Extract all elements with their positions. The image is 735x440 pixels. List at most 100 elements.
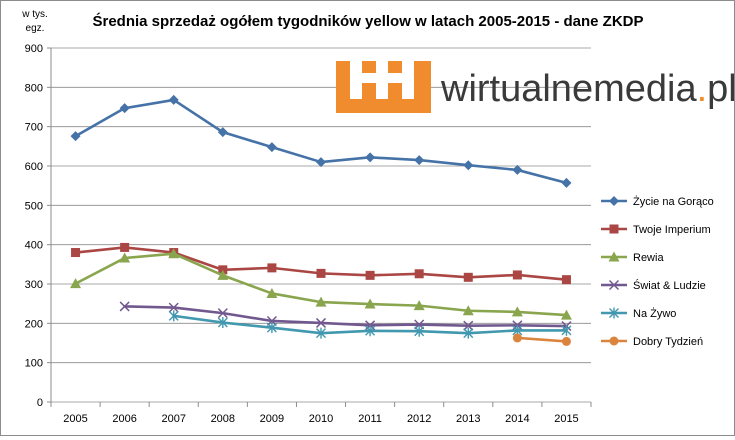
data-point [316,157,326,168]
data-point [168,248,180,259]
x-tick-label: 2009 [260,413,284,425]
x-tick-label: 2006 [112,413,136,425]
x-tick-label: 2010 [309,413,333,425]
legend-marker [609,224,619,234]
wirtualnemedia-logo-icon [336,61,431,113]
legend-marker [609,336,619,346]
x-tick-label: 2011 [358,413,382,425]
series-2 [71,242,571,285]
data-point [217,269,229,280]
x-tick-label: 2012 [407,413,431,425]
data-point [365,152,376,163]
data-point [119,301,130,312]
legend-label: Życie na Gorąco [633,195,714,208]
data-point [364,298,376,309]
series-layer [70,94,572,346]
chart-title: Średnia sprzedaż ogółem tygodników yello… [93,12,644,30]
data-point [119,252,131,263]
legend-item: Twoje Imperium [601,224,711,236]
legend-label: Świat & Ludzie [633,279,706,292]
data-point [560,309,572,320]
legend-label: Twoje Imperium [633,224,711,236]
legend-item: Świat & Ludzie [601,279,706,292]
logo-main-text: wirtualnemedia [440,68,697,110]
series-line [74,98,568,185]
data-point [316,268,326,278]
data-point [217,308,228,319]
legend-marker [609,307,619,319]
data-point [267,263,277,273]
data-point [168,302,179,313]
legend-label: Dobry Tydzień [633,336,703,348]
y-tick-label: 300 [25,279,43,291]
data-point [266,322,277,334]
wirtualnemedia-logo: wirtualnemedia.pl [336,61,735,113]
data-point [315,296,327,307]
data-point [266,287,278,298]
x-tick-label: 2013 [456,413,480,425]
data-point [70,278,82,289]
gridlines [50,47,591,403]
y-tick-label: 200 [25,318,43,330]
data-point [463,272,473,282]
data-point [561,336,571,346]
data-point [168,310,179,322]
legend-marker [608,279,620,291]
y-axis-ticks: 0 100 200 300 400 500 600 700 800 900 [25,43,51,409]
y-tick-label: 600 [25,161,43,173]
data-point [561,177,572,188]
y-axis-label-line2: egz. [26,23,45,34]
data-point [463,320,474,331]
data-point [414,325,425,337]
data-point [414,155,425,166]
x-tick-label: 2015 [554,413,578,425]
legend-marker [608,251,620,262]
data-point [512,164,523,175]
data-point [511,306,523,317]
data-point [561,275,571,285]
data-point [512,333,522,343]
data-point [365,270,375,280]
series-4 [119,301,572,332]
legend-item: Życie na Gorąco [601,195,714,208]
data-point [218,265,228,275]
data-point [316,327,326,339]
logo-dot-text: . [697,68,708,110]
y-tick-label: 400 [25,240,43,252]
x-tick-label: 2005 [63,413,87,425]
data-point [217,317,228,329]
x-tick-label: 2014 [505,413,529,425]
data-point [119,103,130,114]
legend: Życie na Gorąco Twoje Imperium Rewia Świat … [601,195,714,348]
y-tick-label: 800 [25,82,43,94]
data-point [512,270,522,280]
y-axis-label-line1: w tys. [21,9,48,20]
data-point [266,142,277,153]
series-6 [512,333,571,346]
legend-item: Dobry Tydzień [601,336,703,348]
y-tick-label: 100 [25,358,43,370]
series-1 [70,94,572,188]
data-point [365,325,376,337]
data-point [414,269,424,279]
legend-item: Na Żywo [601,307,676,320]
series-3 [70,248,572,320]
legend-marker [609,196,619,206]
data-point [217,127,228,138]
x-tick-label: 2008 [211,413,235,425]
series-line [516,336,568,343]
wirtualnemedia-logo-text: wirtualnemedia.pl [440,68,734,110]
logo-tld-text: pl [707,68,734,110]
y-tick-label: 500 [25,200,43,212]
y-tick-label: 900 [25,43,43,55]
legend-item: Rewia [601,251,664,264]
series-line [123,305,568,328]
data-point [120,242,130,252]
y-tick-label: 700 [25,122,43,134]
data-point [463,327,474,339]
data-point [168,94,179,105]
data-point [413,300,425,311]
data-point [561,324,572,336]
